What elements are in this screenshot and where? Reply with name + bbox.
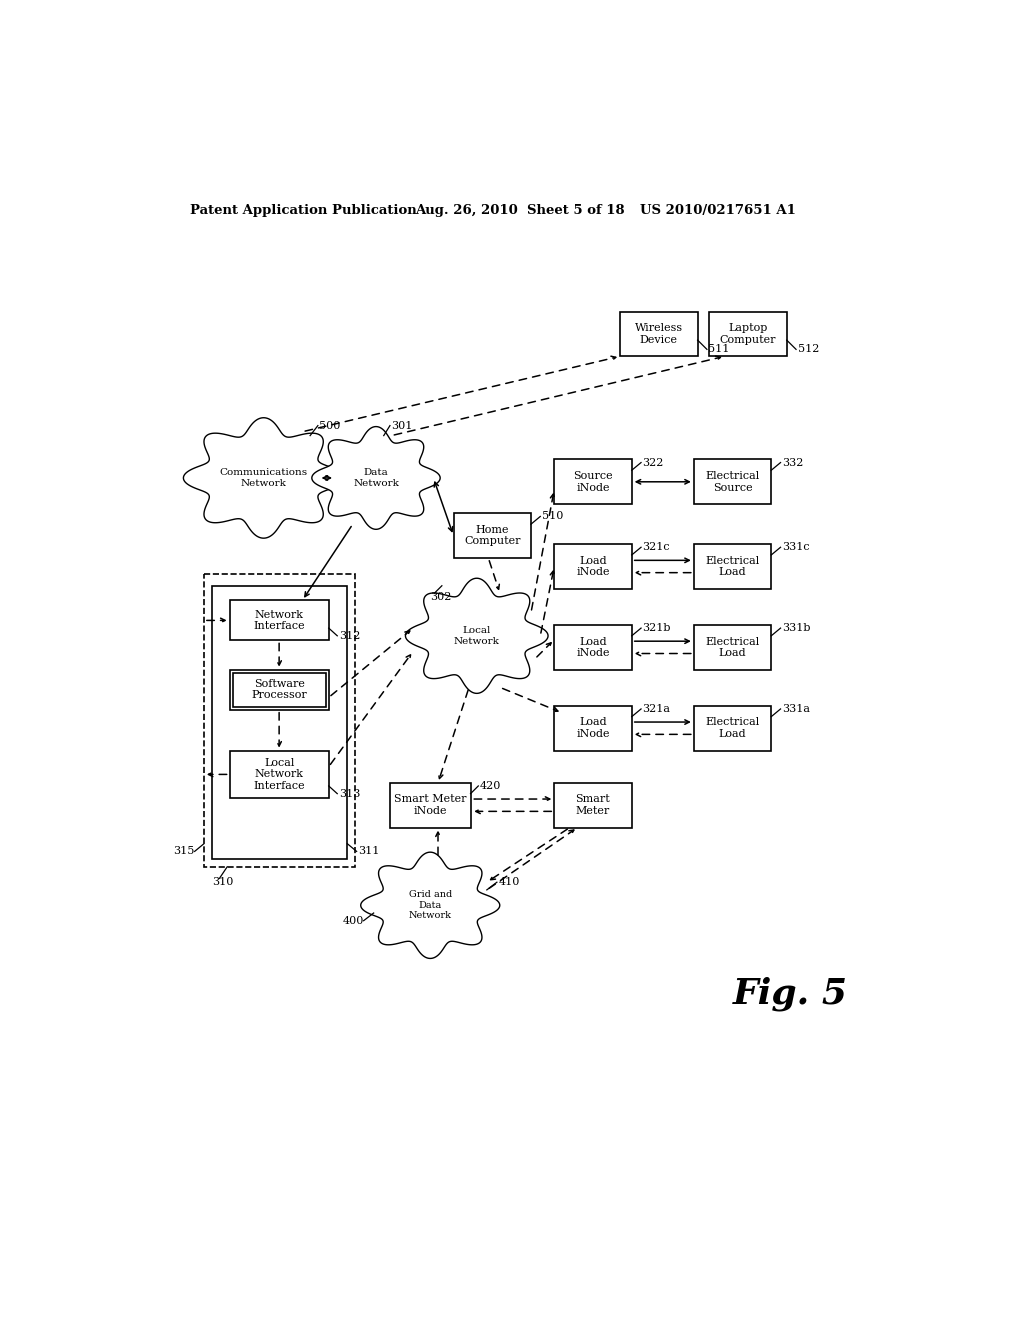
Text: 331c: 331c bbox=[782, 543, 810, 552]
Polygon shape bbox=[312, 426, 440, 529]
Text: Load
iNode: Load iNode bbox=[577, 556, 609, 577]
Text: Software
Processor: Software Processor bbox=[251, 678, 307, 701]
Bar bbox=[554, 783, 632, 828]
Bar bbox=[554, 544, 632, 589]
Text: Load
iNode: Load iNode bbox=[577, 717, 609, 739]
Bar bbox=[212, 586, 347, 859]
Bar bbox=[229, 601, 329, 640]
Polygon shape bbox=[183, 417, 344, 539]
Text: Local
Network: Local Network bbox=[454, 626, 500, 645]
Text: Aug. 26, 2010  Sheet 5 of 18: Aug. 26, 2010 Sheet 5 of 18 bbox=[415, 205, 625, 218]
Text: 321a: 321a bbox=[643, 704, 671, 714]
Bar bbox=[389, 783, 471, 828]
Text: Communications
Network: Communications Network bbox=[219, 469, 307, 487]
Text: Smart Meter
iNode: Smart Meter iNode bbox=[394, 795, 467, 816]
Text: Wireless
Device: Wireless Device bbox=[635, 323, 683, 345]
Text: 511: 511 bbox=[709, 345, 730, 354]
Text: US 2010/0217651 A1: US 2010/0217651 A1 bbox=[640, 205, 796, 218]
Text: 310: 310 bbox=[212, 878, 233, 887]
Text: 315: 315 bbox=[173, 846, 195, 857]
Polygon shape bbox=[406, 578, 548, 693]
Text: Electrical
Load: Electrical Load bbox=[706, 556, 760, 577]
Text: 500: 500 bbox=[319, 421, 341, 430]
Text: 321c: 321c bbox=[643, 543, 671, 552]
Text: Grid and
Data
Network: Grid and Data Network bbox=[409, 891, 452, 920]
Text: 512: 512 bbox=[798, 345, 819, 354]
Text: 313: 313 bbox=[339, 788, 360, 799]
Text: 410: 410 bbox=[499, 878, 520, 887]
Text: 311: 311 bbox=[358, 846, 380, 857]
Bar bbox=[554, 459, 632, 504]
Text: Electrical
Load: Electrical Load bbox=[706, 717, 760, 739]
Text: 400: 400 bbox=[343, 916, 365, 925]
Bar bbox=[693, 459, 771, 504]
Text: Source
iNode: Source iNode bbox=[573, 471, 612, 492]
Bar bbox=[204, 574, 355, 867]
Text: Network
Interface: Network Interface bbox=[253, 610, 305, 631]
Text: 302: 302 bbox=[430, 593, 452, 602]
Bar bbox=[232, 673, 326, 706]
Text: 321b: 321b bbox=[643, 623, 671, 634]
Bar bbox=[229, 751, 329, 799]
Text: 510: 510 bbox=[542, 511, 563, 521]
Text: 331b: 331b bbox=[782, 623, 811, 634]
Text: Local
Network
Interface: Local Network Interface bbox=[253, 758, 305, 791]
Text: 301: 301 bbox=[391, 421, 413, 430]
Bar bbox=[693, 544, 771, 589]
Text: Smart
Meter: Smart Meter bbox=[575, 795, 610, 816]
Polygon shape bbox=[360, 853, 500, 958]
Text: 332: 332 bbox=[782, 458, 804, 467]
Text: 420: 420 bbox=[480, 781, 501, 791]
Bar bbox=[693, 626, 771, 669]
Bar bbox=[693, 706, 771, 751]
Text: 322: 322 bbox=[643, 458, 664, 467]
Text: Data
Network: Data Network bbox=[353, 469, 399, 487]
Text: Laptop
Computer: Laptop Computer bbox=[720, 323, 776, 345]
Text: Home
Computer: Home Computer bbox=[464, 525, 520, 546]
Bar bbox=[554, 626, 632, 669]
Bar bbox=[554, 706, 632, 751]
Text: Fig. 5: Fig. 5 bbox=[732, 977, 848, 1011]
Text: Electrical
Load: Electrical Load bbox=[706, 636, 760, 659]
Text: Electrical
Source: Electrical Source bbox=[706, 471, 760, 492]
Text: 312: 312 bbox=[339, 631, 360, 640]
Text: 331a: 331a bbox=[782, 704, 810, 714]
Bar bbox=[621, 312, 697, 356]
Text: Patent Application Publication: Patent Application Publication bbox=[190, 205, 417, 218]
Bar bbox=[229, 669, 329, 710]
Bar bbox=[454, 513, 531, 558]
Text: Load
iNode: Load iNode bbox=[577, 636, 609, 659]
Bar bbox=[710, 312, 786, 356]
